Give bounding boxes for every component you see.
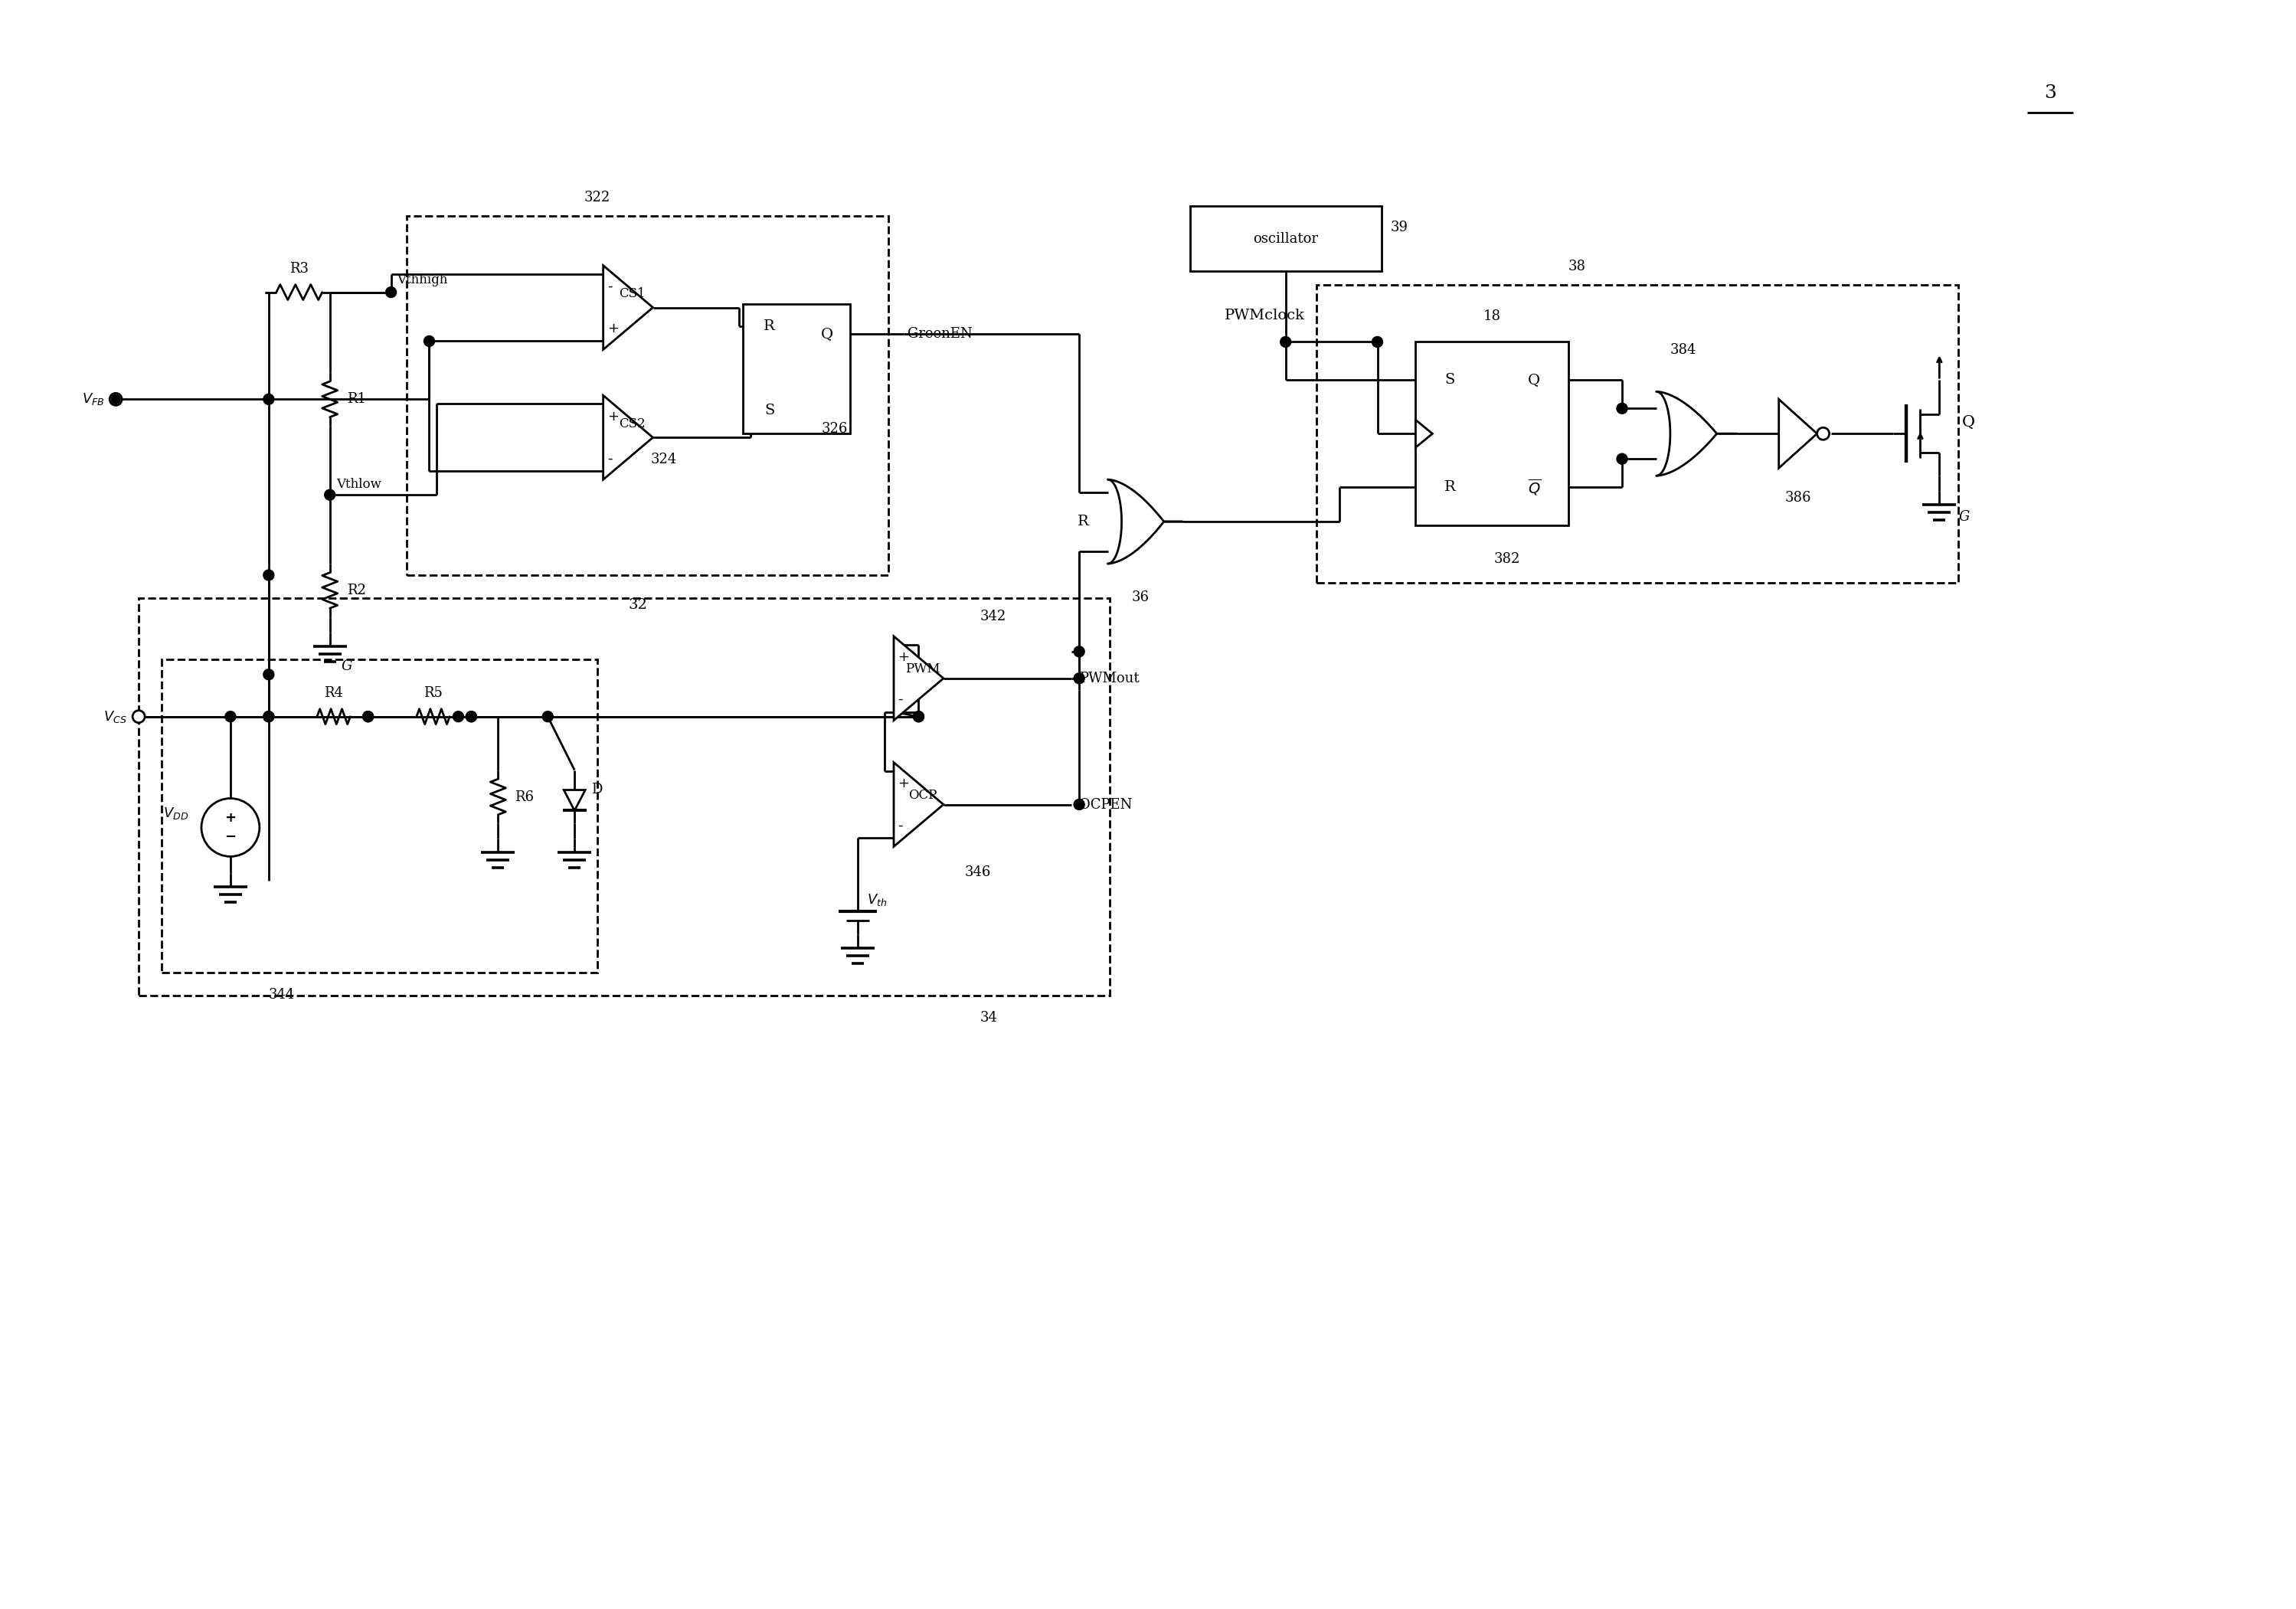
Text: $\overline{Q}$: $\overline{Q}$	[1527, 478, 1541, 497]
Text: 34: 34	[980, 1010, 996, 1025]
Circle shape	[363, 711, 374, 722]
Circle shape	[324, 489, 335, 500]
Text: 346: 346	[964, 866, 992, 880]
Polygon shape	[893, 763, 944, 846]
Text: PWM: PWM	[905, 663, 939, 676]
Text: +: +	[225, 811, 236, 825]
Text: GreenEN: GreenEN	[907, 327, 971, 341]
Text: Vthhigh: Vthhigh	[397, 274, 448, 286]
Text: R: R	[1077, 515, 1088, 528]
Polygon shape	[604, 396, 652, 479]
Bar	[742, 304, 850, 434]
Circle shape	[264, 669, 273, 681]
Text: 36: 36	[1132, 591, 1150, 605]
Text: 322: 322	[585, 190, 611, 204]
Text: 39: 39	[1391, 220, 1407, 235]
Text: S: S	[765, 404, 774, 418]
Circle shape	[363, 711, 374, 722]
Text: D: D	[592, 782, 602, 796]
Text: 38: 38	[1568, 259, 1587, 274]
Polygon shape	[1417, 420, 1433, 447]
Text: Q: Q	[1963, 415, 1975, 430]
Circle shape	[425, 336, 434, 346]
Circle shape	[1816, 428, 1830, 439]
Text: +: +	[606, 410, 618, 423]
Polygon shape	[604, 265, 652, 349]
Circle shape	[452, 711, 464, 722]
Polygon shape	[565, 790, 585, 811]
Text: PWMout: PWMout	[1079, 671, 1139, 685]
Text: $V_{th}$: $V_{th}$	[866, 893, 886, 907]
Text: $V_{CS}$: $V_{CS}$	[103, 710, 126, 724]
Text: oscillator: oscillator	[1254, 232, 1318, 246]
Circle shape	[225, 711, 236, 722]
Circle shape	[1075, 673, 1084, 684]
Text: OCP: OCP	[909, 788, 937, 801]
Circle shape	[264, 711, 273, 722]
Text: R1: R1	[347, 393, 365, 405]
Text: -: -	[898, 692, 902, 706]
Text: $V_{FB}$: $V_{FB}$	[83, 391, 103, 407]
Circle shape	[110, 393, 122, 405]
Text: −: −	[225, 830, 236, 843]
Text: PWMclock: PWMclock	[1224, 309, 1304, 322]
Text: 326: 326	[822, 422, 847, 436]
Circle shape	[914, 711, 923, 722]
Circle shape	[1616, 454, 1628, 465]
Text: +: +	[898, 650, 909, 665]
Text: G: G	[342, 660, 351, 673]
Circle shape	[466, 711, 478, 722]
Text: -: -	[606, 280, 613, 293]
Polygon shape	[1779, 399, 1816, 468]
Circle shape	[264, 570, 273, 581]
Polygon shape	[893, 636, 944, 721]
Circle shape	[1373, 336, 1382, 348]
Text: -: -	[898, 819, 902, 832]
Circle shape	[914, 711, 923, 722]
Text: $V_{DD}$: $V_{DD}$	[163, 806, 188, 821]
Text: +: +	[606, 322, 618, 335]
Circle shape	[202, 798, 259, 856]
Text: CS1: CS1	[618, 288, 645, 301]
Text: R3: R3	[289, 262, 310, 275]
Text: CS2: CS2	[618, 417, 645, 430]
Text: 344: 344	[269, 988, 294, 1002]
Circle shape	[133, 711, 145, 722]
Bar	[1189, 206, 1382, 272]
Circle shape	[110, 394, 119, 404]
Text: R6: R6	[514, 790, 535, 804]
Circle shape	[1616, 404, 1628, 414]
Text: Vthlow: Vthlow	[335, 478, 381, 491]
Text: G: G	[1958, 510, 1970, 525]
Text: 18: 18	[1483, 309, 1502, 323]
Circle shape	[386, 286, 397, 298]
Circle shape	[466, 711, 478, 722]
Text: 384: 384	[1669, 343, 1697, 357]
Text: 342: 342	[980, 610, 1006, 623]
Text: 386: 386	[1784, 491, 1812, 505]
Text: +: +	[898, 777, 909, 790]
Text: 382: 382	[1495, 552, 1520, 566]
Circle shape	[1281, 336, 1290, 348]
Text: S: S	[1444, 373, 1456, 388]
Text: R5: R5	[422, 685, 443, 700]
Bar	[1417, 343, 1568, 526]
Text: OCPEN: OCPEN	[1079, 798, 1132, 811]
Text: R4: R4	[324, 685, 342, 700]
Circle shape	[542, 711, 553, 722]
Text: -: -	[606, 452, 613, 465]
Text: R2: R2	[347, 584, 365, 597]
Text: Q: Q	[1527, 373, 1541, 388]
Text: 3: 3	[2043, 85, 2057, 103]
Circle shape	[264, 394, 273, 404]
Text: 324: 324	[652, 452, 677, 467]
Circle shape	[264, 711, 273, 722]
Text: R: R	[1444, 481, 1456, 494]
Text: Q: Q	[820, 327, 833, 341]
Circle shape	[1075, 800, 1084, 809]
Circle shape	[1075, 647, 1084, 656]
Text: R: R	[765, 320, 776, 333]
Text: 32: 32	[629, 599, 647, 611]
